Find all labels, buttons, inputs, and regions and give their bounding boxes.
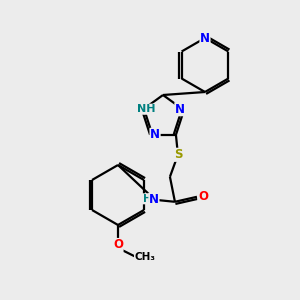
Text: O: O [198,190,208,203]
Text: O: O [113,238,123,251]
Text: N: N [200,32,210,44]
Text: NH: NH [137,104,155,114]
Text: S: S [174,148,182,161]
Text: H: H [142,194,151,204]
Text: N: N [149,193,159,206]
Text: N: N [175,103,185,116]
Text: CH₃: CH₃ [134,252,155,262]
Text: N: N [150,128,160,141]
